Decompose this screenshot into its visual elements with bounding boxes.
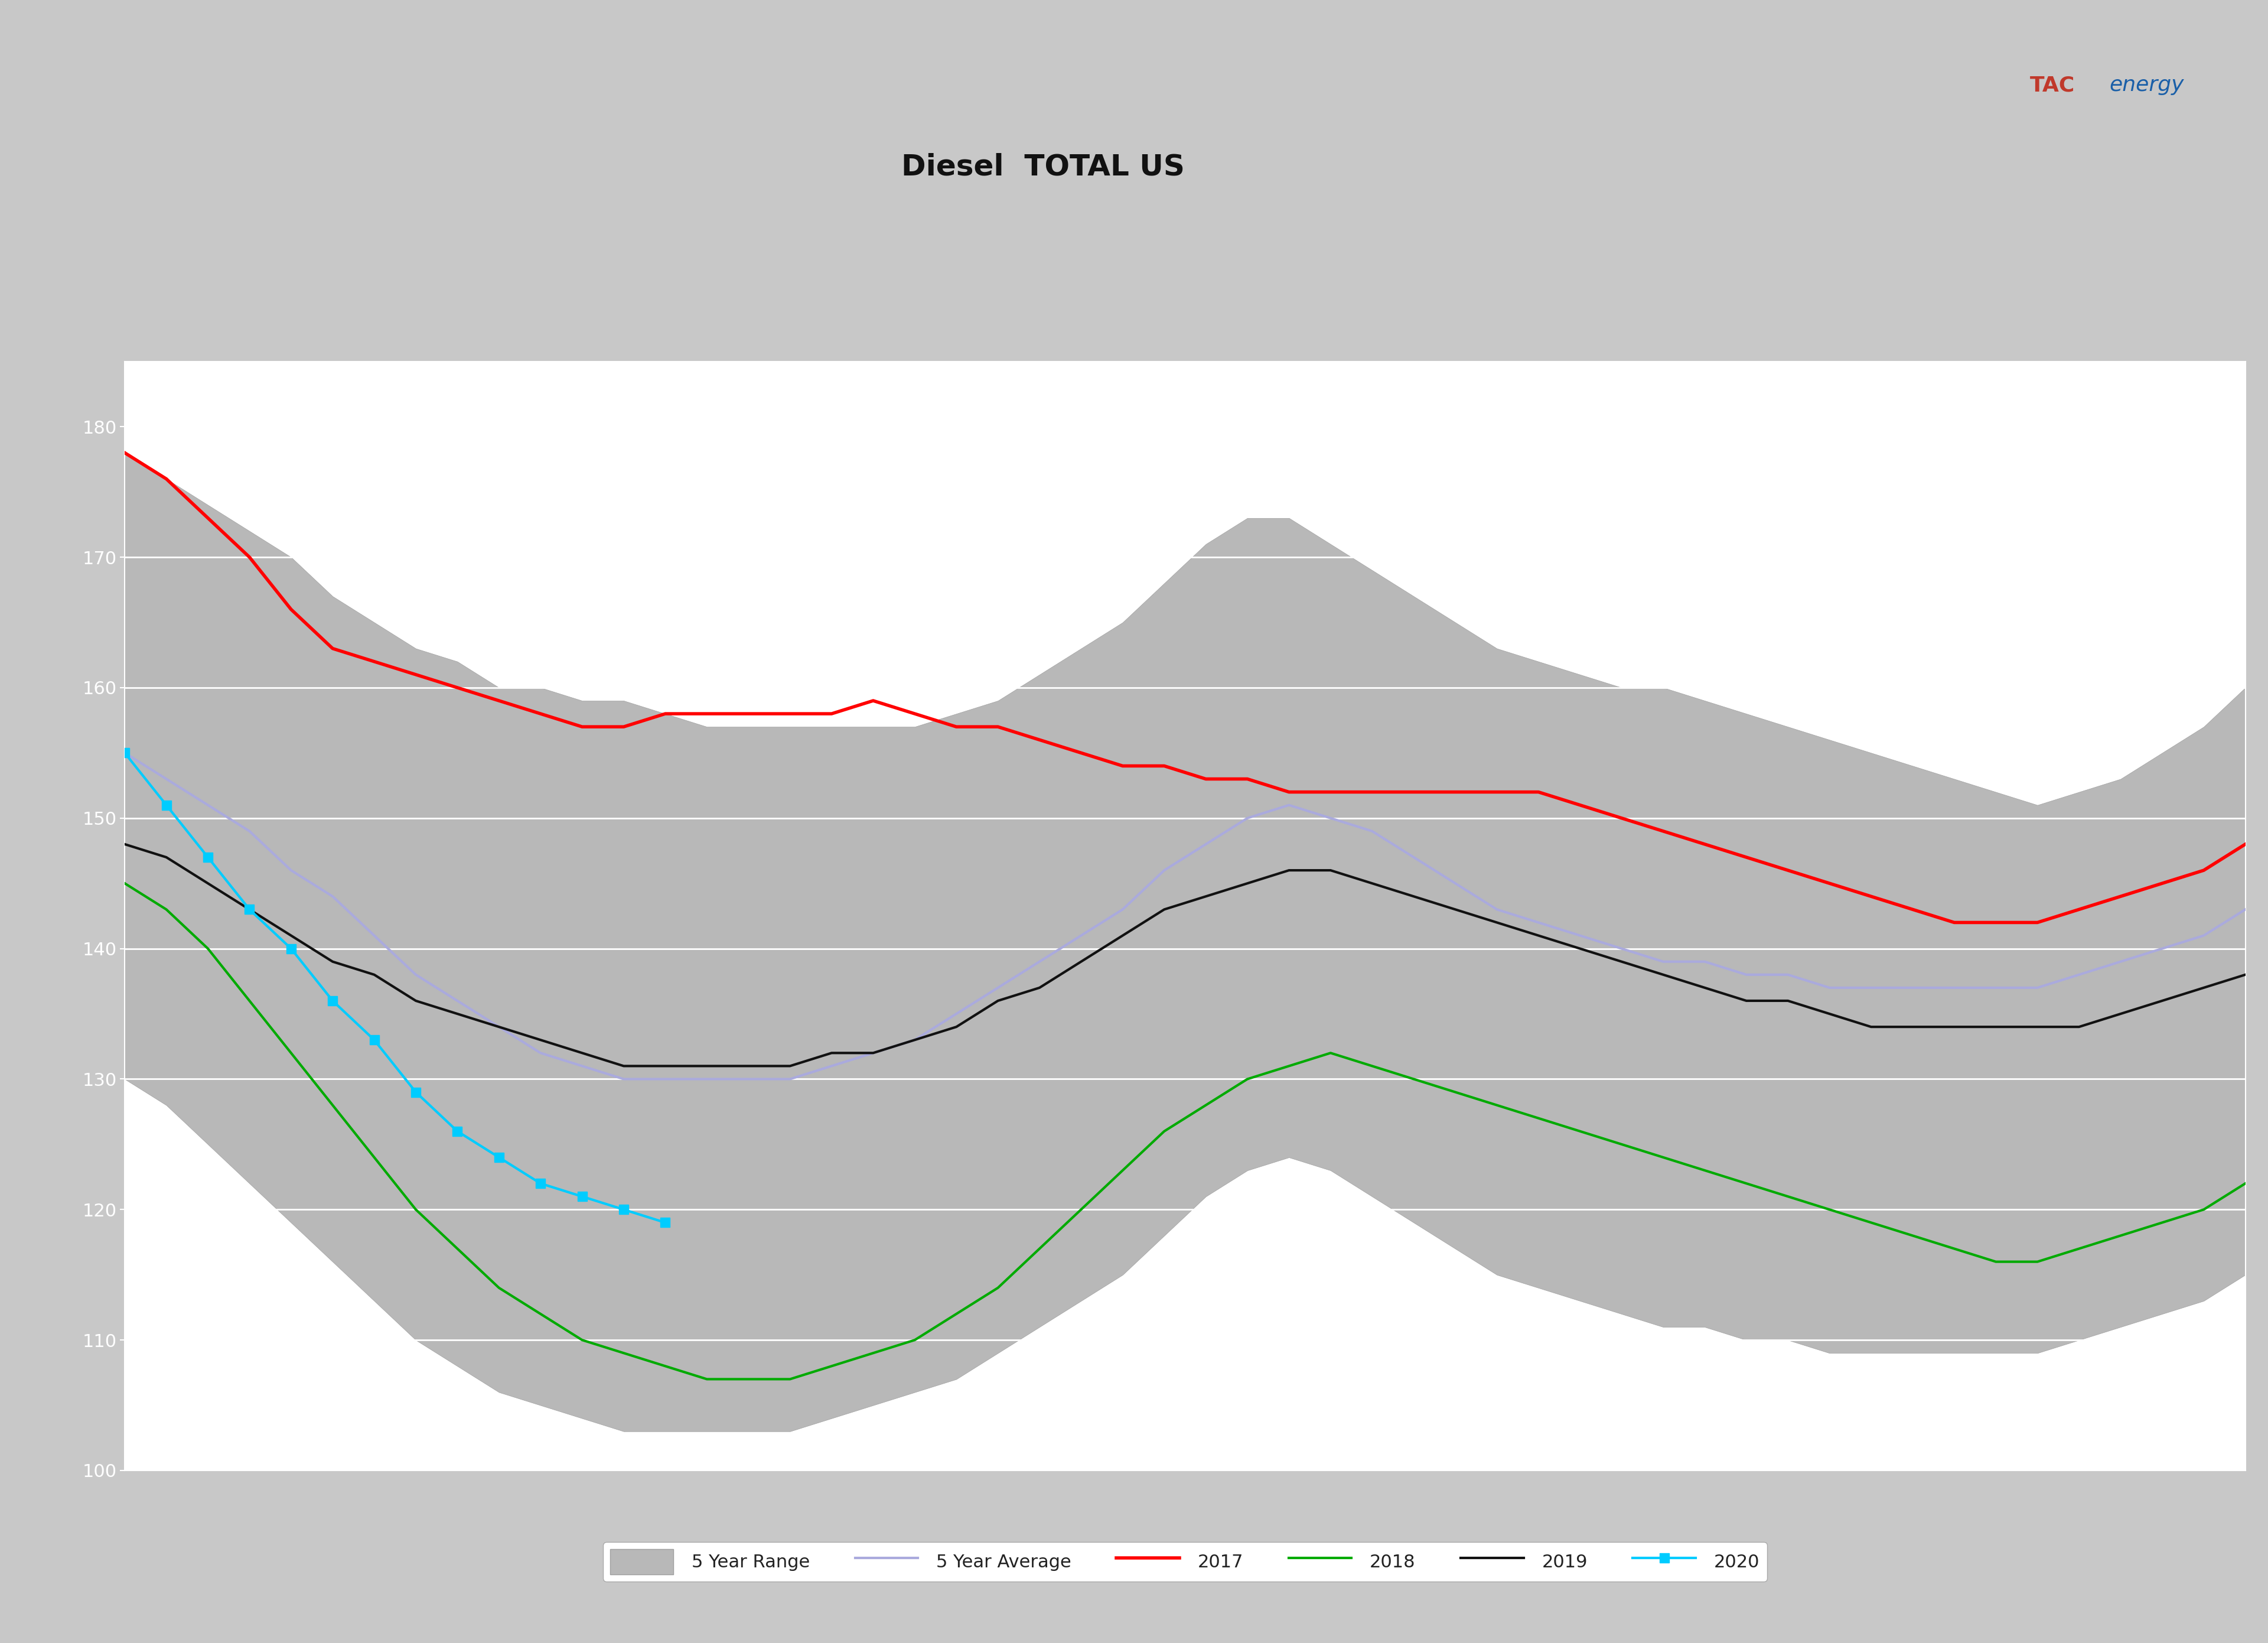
Text: TAC: TAC: [2030, 76, 2075, 95]
Legend: 5 Year Range, 5 Year Average, 2017, 2018, 2019, 2020: 5 Year Range, 5 Year Average, 2017, 2018…: [603, 1541, 1767, 1582]
Text: energy: energy: [2109, 76, 2184, 95]
Text: Diesel  TOTAL US: Diesel TOTAL US: [903, 153, 1184, 181]
